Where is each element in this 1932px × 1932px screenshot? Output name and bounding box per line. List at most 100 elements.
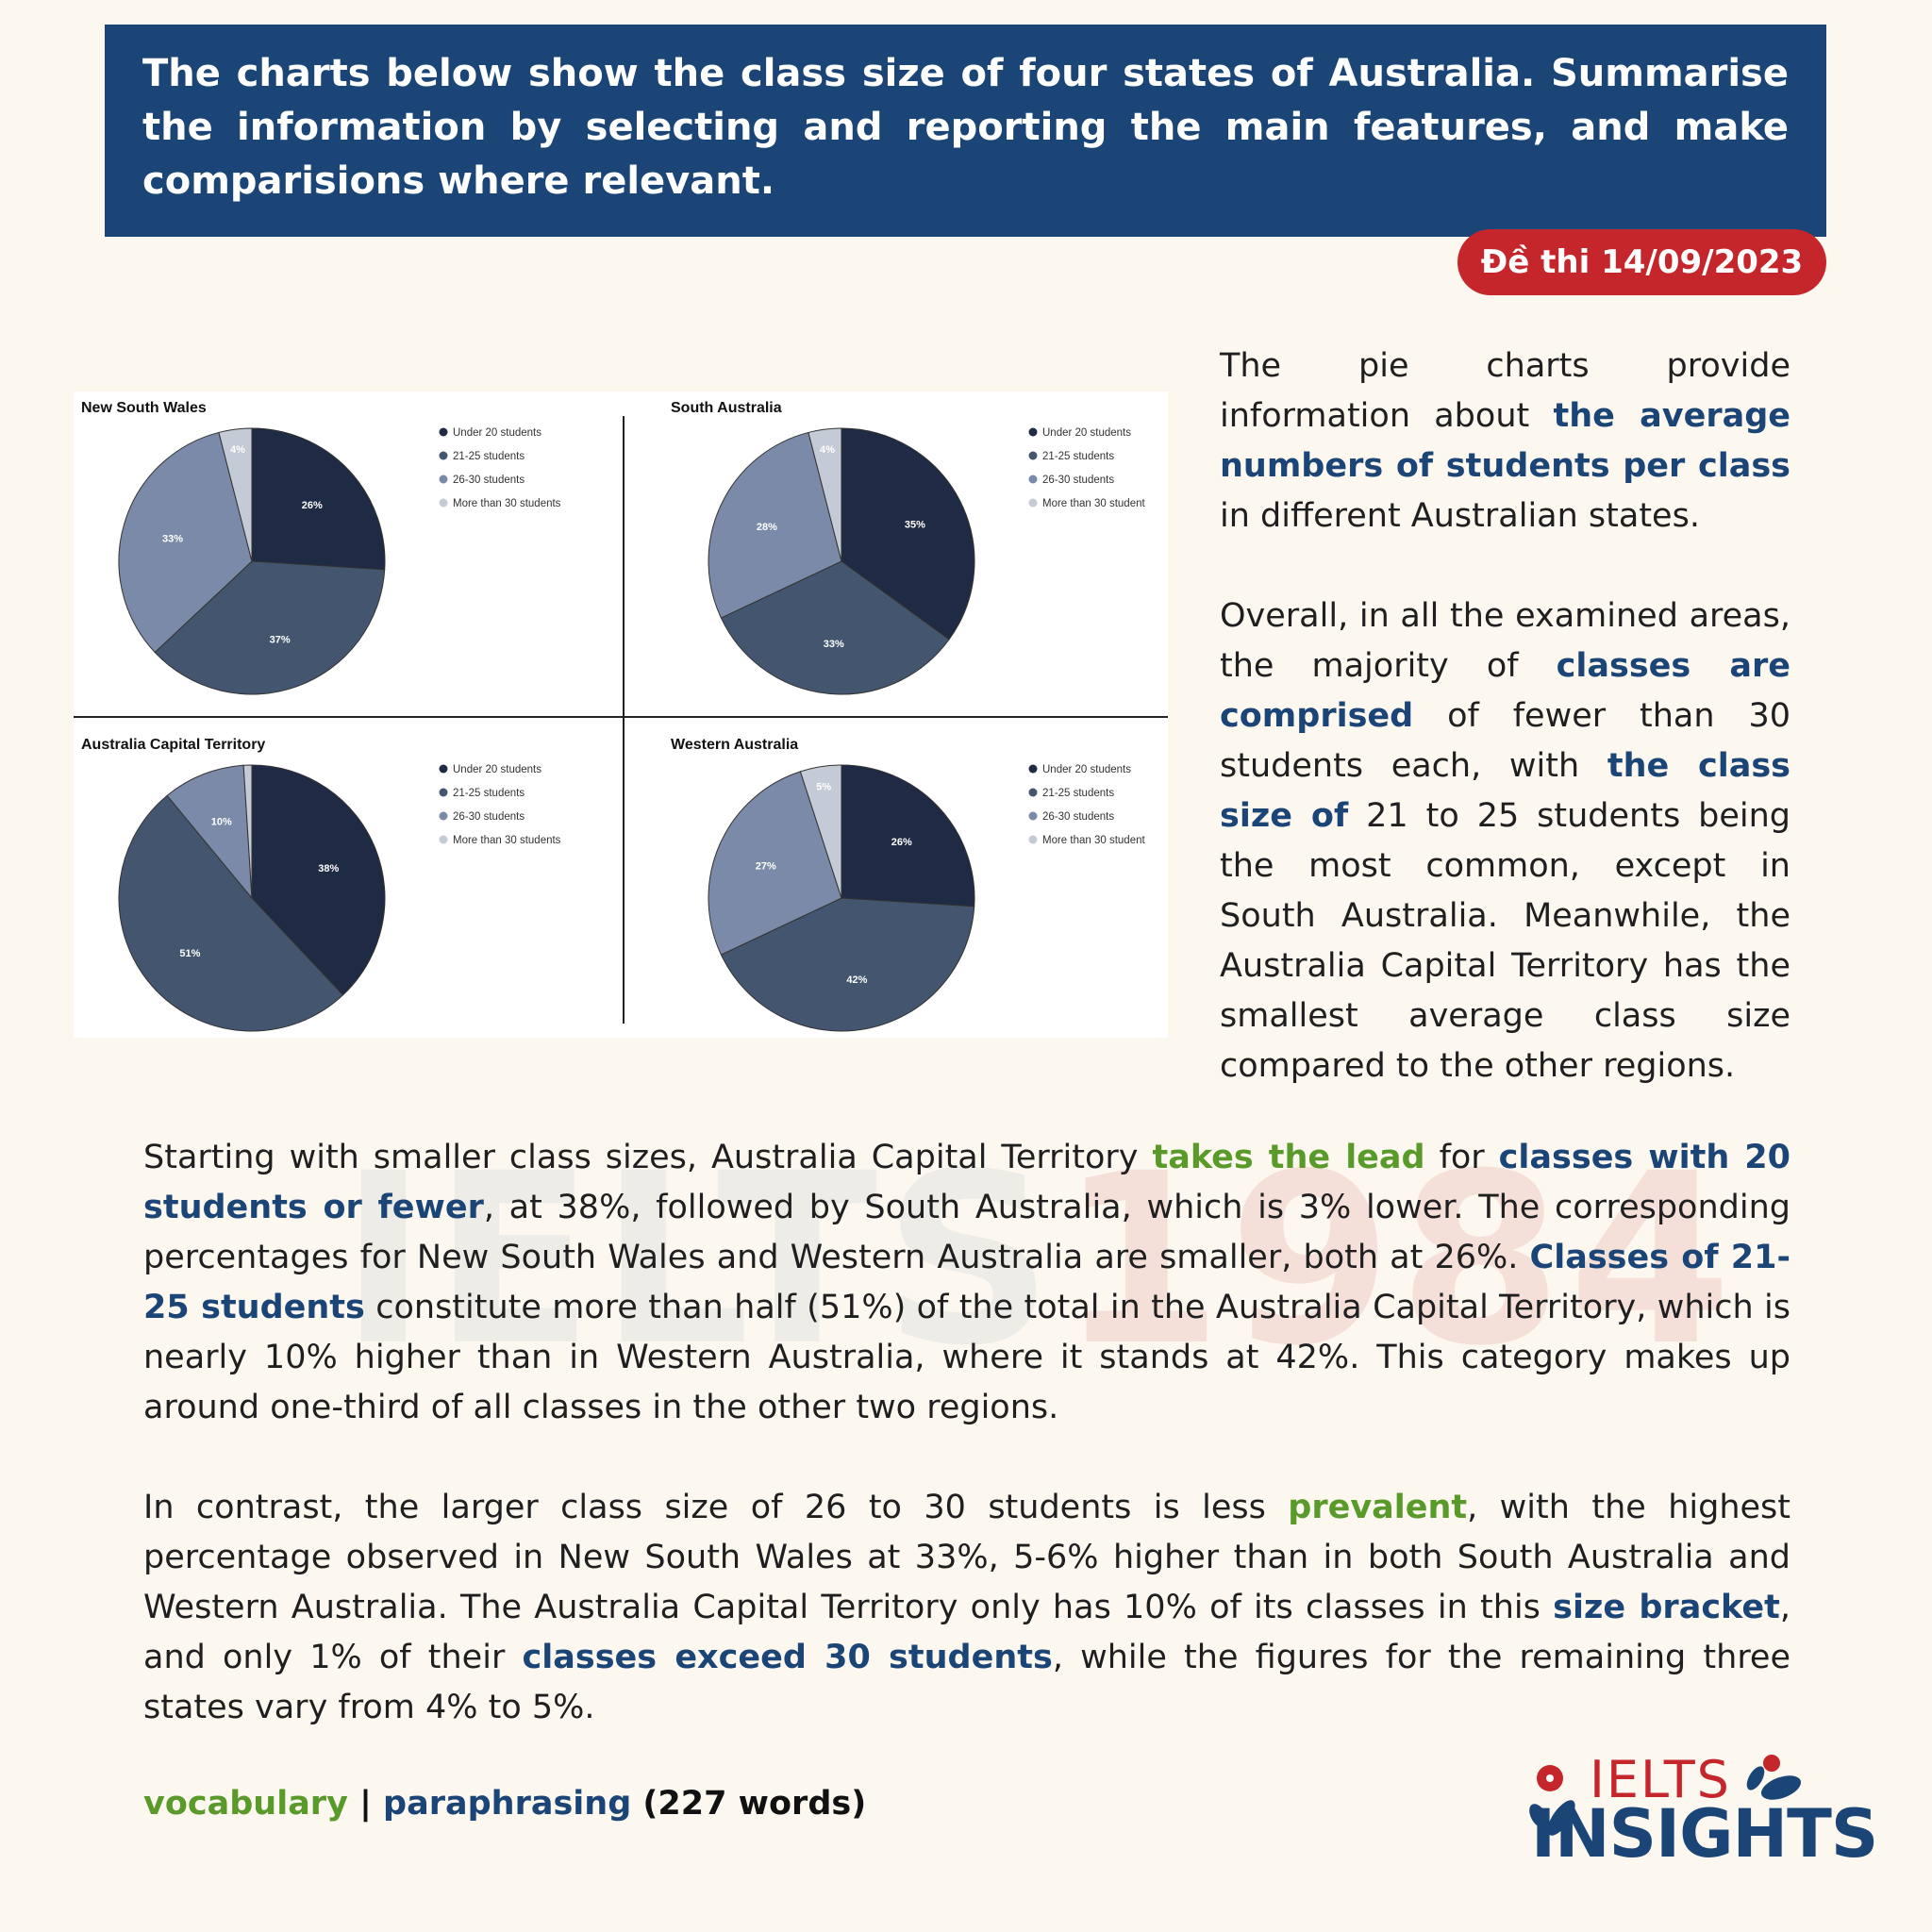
separator: | <box>347 1785 384 1823</box>
pie-slice <box>251 427 386 571</box>
legend-label: 21-25 students <box>453 451 525 462</box>
highlighted-phrase: takes the lead <box>1152 1139 1425 1176</box>
footer-legend: vocabulary | paraphrasing (227 words) <box>143 1785 866 1823</box>
text-segment: for <box>1424 1139 1499 1176</box>
legend-label: Under 20 students <box>1042 427 1131 439</box>
legend-marker <box>1028 764 1038 774</box>
slice-label: 28% <box>757 522 777 533</box>
legend-label: Under 20 students <box>453 764 541 775</box>
legend-label: More than 30 student <box>1042 835 1145 846</box>
pie-charts-figure: New South Wales 26% 37% 33% 4% Under 20 stude… <box>74 391 1168 1038</box>
text-segment: Overall, in all the examined areas, the … <box>1220 597 1790 685</box>
highlighted-phrase: the class size of <box>1220 747 1790 835</box>
slice-label: 5% <box>816 782 831 793</box>
chart-title: South Australia <box>671 400 782 416</box>
chart-title: New South Wales <box>81 400 207 416</box>
pie-slice <box>708 431 842 619</box>
legend-label: More than 30 student <box>1042 498 1145 509</box>
slice-label: 42% <box>846 974 867 986</box>
slice-label: 4% <box>820 444 835 456</box>
text-segment: constitute more than half (51%) of the t… <box>143 1289 1790 1426</box>
text-segment: The pie charts provide information about <box>1220 347 1790 435</box>
text-segment: of fewer than 30 students each, with <box>1220 697 1790 785</box>
legend-label: 26-30 students <box>1042 811 1114 823</box>
text-segment: , at 38%, followed by South Australia, w… <box>143 1189 1790 1276</box>
pie-chart-south-australia: South Australia 35% 33% 28% 4% Under 20 stude… <box>671 400 1145 695</box>
paraphrasing-label: paraphrasing <box>383 1785 632 1823</box>
legend-marker <box>439 427 448 437</box>
exam-date-badge: Đề thi 14/09/2023 <box>1457 229 1826 295</box>
legend-marker <box>439 811 448 821</box>
word-count: (227 words) <box>631 1785 867 1823</box>
pie-slice <box>118 794 344 1032</box>
legend-label: More than 30 students <box>453 498 561 509</box>
text-segment: , while the figures for the remaining th… <box>143 1639 1791 1726</box>
legend-label: 26-30 students <box>1042 475 1114 486</box>
slice-label: 10% <box>211 817 232 828</box>
text-segment: Starting with smaller class sizes, Austr… <box>143 1139 1153 1176</box>
text-segment: 21 to 25 students being the most common,… <box>1220 797 1790 1085</box>
slice-label: 37% <box>270 634 291 645</box>
highlighted-phrase: prevalent <box>1288 1489 1468 1526</box>
slice-label: 51% <box>179 948 200 959</box>
legend-label: 21-25 students <box>1042 451 1114 462</box>
flower-leaf-icon <box>1529 1755 1802 1836</box>
text-segment: in different Australian states. <box>1220 497 1700 535</box>
slice-label: 26% <box>891 837 912 848</box>
slice-label: 33% <box>824 639 844 650</box>
pie-slice <box>841 764 975 908</box>
legend-label: Under 20 students <box>1042 764 1131 775</box>
legend-marker <box>439 764 448 774</box>
vocabulary-label: vocabulary <box>143 1785 348 1823</box>
overview-paragraph: Overall, in all the examined areas, the … <box>1220 591 1790 1091</box>
text-segment: , with the highest percentage observed i… <box>143 1489 1790 1626</box>
pie-slice <box>218 427 253 562</box>
slice-label: 26% <box>302 500 323 511</box>
highlighted-phrase: classes with 20 students or fewer <box>143 1139 1791 1226</box>
legend-label: More than 30 students <box>453 835 561 846</box>
highlighted-phrase: Classes of 21-25 students <box>143 1239 1790 1326</box>
slice-label: 35% <box>905 519 925 530</box>
highlighted-phrase: the average numbers of students per clas… <box>1220 397 1790 485</box>
legend-label: Under 20 students <box>453 427 541 439</box>
legend-marker <box>439 835 448 844</box>
pie-slice <box>118 431 253 654</box>
pie-charts-svg: New South Wales 26% 37% 33% 4% Under 20 stude… <box>74 400 1168 1032</box>
legend-marker <box>439 788 448 797</box>
pie-slice <box>154 560 386 695</box>
logo-ielts-text: IELTS <box>1590 1750 1731 1809</box>
pie-slice <box>799 764 842 899</box>
legend-marker <box>1028 811 1038 821</box>
text-segment: , and only 1% of their <box>143 1589 1791 1676</box>
legend-marker <box>439 451 448 460</box>
legend-marker <box>1028 835 1038 844</box>
task-prompt: The charts below show the class size of … <box>142 52 1789 203</box>
highlighted-phrase: classes exceed 30 students <box>522 1639 1053 1676</box>
legend-label: 21-25 students <box>453 788 525 799</box>
slice-label: 38% <box>318 863 339 874</box>
slice-label: 33% <box>162 534 183 545</box>
text-segment: In contrast, the larger class size of 26… <box>143 1489 1289 1526</box>
legend-marker <box>1028 475 1038 484</box>
pie-slice <box>708 771 842 956</box>
body-paragraph-1: Starting with smaller class sizes, Austr… <box>143 1133 1790 1433</box>
legend-label: 21-25 students <box>1042 788 1114 799</box>
body-paragraph-2: In contrast, the larger class size of 26… <box>143 1483 1790 1733</box>
chart-title: Australia Capital Territory <box>81 737 265 753</box>
pie-slice <box>720 897 975 1032</box>
pie-slice <box>242 764 253 899</box>
legend-marker <box>439 498 448 508</box>
pie-slice <box>841 427 975 641</box>
legend-marker <box>1028 427 1038 437</box>
legend-label: 26-30 students <box>453 811 525 823</box>
intro-paragraph: The pie charts provide information about… <box>1220 341 1790 541</box>
pie-chart-new-south-wales: New South Wales 26% 37% 33% 4% Under 20 stude… <box>81 400 561 695</box>
legend-marker <box>1028 788 1038 797</box>
legend-marker <box>1028 498 1038 508</box>
chart-title: Western Australia <box>671 737 798 753</box>
legend-label: 26-30 students <box>453 475 525 486</box>
logo-insights-text: INSIGHTS <box>1531 1795 1878 1873</box>
highlighted-phrase: classes are comprised <box>1220 647 1790 735</box>
pie-chart-western-australia: Western Australia 26% 42% 27% 5% Under 20 stu… <box>671 737 1145 1032</box>
pie-slice <box>251 764 386 996</box>
